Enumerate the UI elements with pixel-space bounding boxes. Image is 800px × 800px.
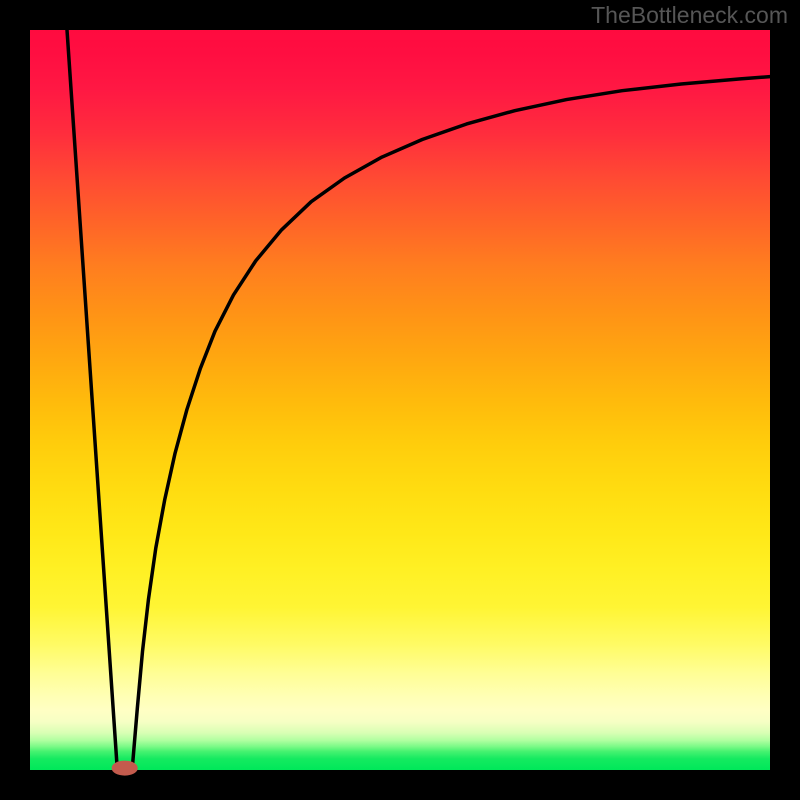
curve-layer <box>0 0 800 800</box>
well-marker <box>111 760 138 775</box>
bottleneck-curve <box>67 30 770 770</box>
chart-root: TheBottleneck.com <box>0 0 800 800</box>
watermark-text: TheBottleneck.com <box>591 2 788 29</box>
